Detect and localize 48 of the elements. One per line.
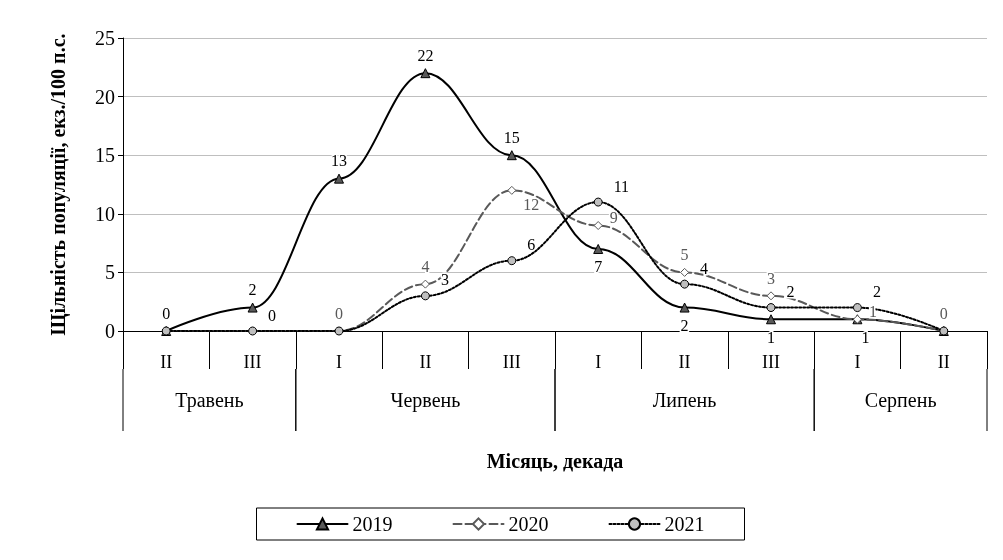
y-tick-label: 0 xyxy=(105,320,115,342)
data-label: 3 xyxy=(440,271,449,289)
x-tick-label: II xyxy=(937,352,950,372)
x-tick-label: I xyxy=(854,352,861,372)
y-tick-label: 20 xyxy=(95,85,115,108)
y-axis-title: Щільність популяції, екз./100 п.с. xyxy=(47,33,70,336)
data-label: 11 xyxy=(613,177,630,195)
legend-label: 2019 xyxy=(352,513,393,535)
data-label: 0 xyxy=(335,305,343,322)
x-tick-label: III xyxy=(762,352,780,372)
data-label: 3 xyxy=(767,269,775,287)
y-tick-label: 10 xyxy=(95,202,115,225)
x-tick-label: I xyxy=(336,352,342,372)
data-label: 2 xyxy=(680,317,689,335)
data-label: 2 xyxy=(248,281,257,299)
data-label: 5 xyxy=(680,246,689,264)
x-tick-label: III xyxy=(502,352,521,372)
x-tick-label: I xyxy=(595,352,602,372)
data-label: 6 xyxy=(527,236,536,254)
text: Липень xyxy=(652,389,717,411)
text: Травень xyxy=(175,389,244,412)
data-label: 13 xyxy=(331,152,347,170)
data-label: 12 xyxy=(523,195,540,213)
data-label: 1 xyxy=(861,328,870,346)
x-tick-label: III xyxy=(243,352,262,372)
data-label: 4 xyxy=(421,258,430,276)
data-label: 0 xyxy=(268,306,277,324)
data-label: 4 xyxy=(700,259,709,277)
data-label: 15 xyxy=(503,128,520,146)
y-tick-label: 5 xyxy=(105,261,115,284)
data-label: 9 xyxy=(609,209,618,227)
y-tick-label: 25 xyxy=(95,27,115,49)
text: Червень xyxy=(390,389,461,412)
x-tick-label: II xyxy=(419,352,432,372)
legend-label: 2020 xyxy=(508,513,549,535)
data-label: 7 xyxy=(594,258,603,276)
text: Серпень xyxy=(864,389,937,412)
data-label: 2 xyxy=(786,283,795,301)
x-axis-title: Місяць, декада xyxy=(486,450,624,472)
data-label: 22 xyxy=(417,46,434,64)
data-label: 0 xyxy=(162,304,171,322)
x-tick-label: II xyxy=(160,352,173,372)
data-label: 1 xyxy=(767,328,775,346)
data-label: 2 xyxy=(872,283,881,301)
y-tick-label: 15 xyxy=(95,144,115,167)
x-tick-label: II xyxy=(678,352,691,372)
data-label: 0 xyxy=(939,305,948,322)
legend-label: 2021 xyxy=(664,513,705,535)
